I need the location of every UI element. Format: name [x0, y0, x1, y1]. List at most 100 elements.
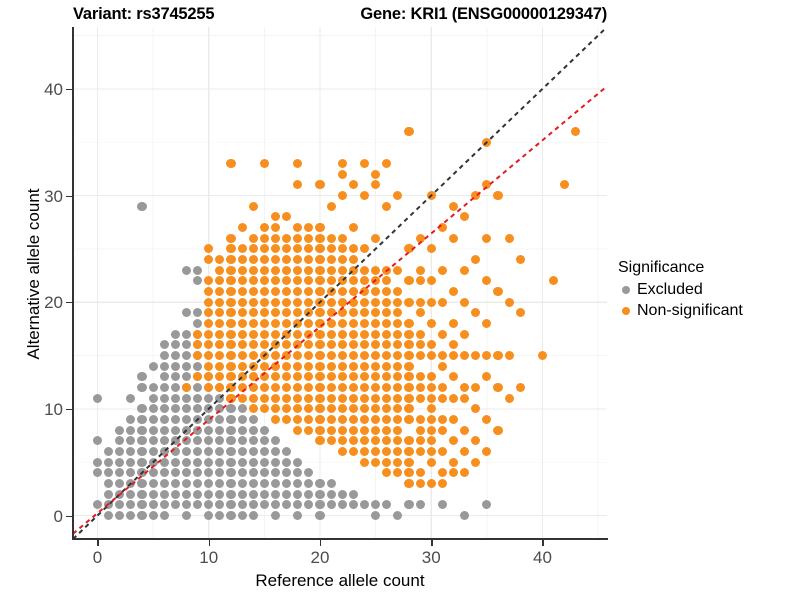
- data-point-non-significant: [404, 126, 414, 137]
- y-tick-mark: [66, 408, 72, 411]
- data-point-excluded: [293, 457, 303, 467]
- data-point-non-significant: [282, 318, 292, 329]
- data-point-non-significant: [371, 361, 381, 371]
- data-point-non-significant: [237, 297, 247, 307]
- data-point-excluded: [92, 457, 103, 467]
- data-point-non-significant: [382, 457, 392, 467]
- data-point-non-significant: [237, 372, 247, 382]
- data-point-non-significant: [337, 308, 347, 318]
- data-point-non-significant: [471, 190, 481, 201]
- data-point-excluded: [148, 414, 158, 425]
- data-point-non-significant: [337, 318, 347, 329]
- data-point-non-significant: [393, 265, 403, 275]
- data-point-excluded: [460, 510, 470, 521]
- data-point-non-significant: [426, 244, 436, 254]
- data-point-non-significant: [359, 340, 370, 350]
- data-point-non-significant: [293, 340, 303, 350]
- data-point-non-significant: [482, 350, 492, 361]
- data-point-non-significant: [371, 340, 381, 350]
- data-point-non-significant: [259, 340, 269, 350]
- data-point-non-significant: [348, 276, 358, 286]
- data-point-non-significant: [337, 340, 347, 350]
- reference-line-fit: [73, 85, 607, 535]
- data-point-non-significant: [337, 329, 347, 339]
- data-point-non-significant: [382, 404, 392, 414]
- data-point-non-significant: [270, 297, 281, 307]
- legend-item-non-significant[interactable]: Non-significant: [618, 300, 796, 321]
- data-point-excluded: [137, 446, 147, 457]
- y-tick-mark: [66, 195, 72, 197]
- data-point-excluded: [104, 478, 114, 489]
- data-point-non-significant: [315, 372, 325, 382]
- data-point-excluded: [326, 478, 336, 489]
- data-point-non-significant: [248, 286, 258, 297]
- data-point-non-significant: [226, 350, 236, 361]
- data-point-non-significant: [448, 201, 459, 211]
- data-point-non-significant: [337, 361, 347, 371]
- data-point-excluded: [226, 436, 236, 446]
- data-point-non-significant: [482, 372, 492, 382]
- data-point-non-significant: [293, 382, 303, 393]
- data-point-non-significant: [460, 329, 470, 339]
- data-point-excluded: [237, 457, 247, 467]
- data-point-excluded: [259, 446, 269, 457]
- data-point-non-significant: [270, 382, 281, 393]
- data-point-non-significant: [371, 446, 381, 457]
- data-point-excluded: [248, 414, 258, 425]
- data-point-non-significant: [270, 329, 281, 339]
- data-point-excluded: [170, 404, 180, 414]
- data-point-non-significant: [215, 254, 225, 265]
- y-tick-label: 40: [44, 79, 63, 99]
- data-point-non-significant: [437, 425, 447, 435]
- data-point-excluded: [193, 500, 203, 510]
- data-point-non-significant: [393, 382, 403, 393]
- data-point-non-significant: [237, 318, 247, 329]
- data-point-non-significant: [337, 446, 347, 457]
- data-point-excluded: [148, 404, 158, 414]
- x-tick-label: 10: [199, 548, 219, 567]
- y-tick-mark: [66, 515, 72, 517]
- data-point-non-significant: [382, 340, 392, 350]
- data-point-non-significant: [382, 468, 392, 478]
- data-point-non-significant: [315, 361, 325, 371]
- data-point-non-significant: [304, 350, 314, 361]
- data-point-excluded: [226, 404, 236, 414]
- data-point-excluded: [215, 436, 225, 446]
- data-point-excluded: [237, 489, 247, 499]
- data-point-non-significant: [404, 276, 414, 286]
- data-point-non-significant: [471, 404, 481, 414]
- data-point-non-significant: [293, 414, 303, 425]
- data-point-excluded: [115, 468, 125, 478]
- variant-title: Variant: rs3745255: [73, 4, 215, 23]
- data-point-non-significant: [404, 468, 414, 478]
- data-point-non-significant: [382, 318, 392, 329]
- data-point-non-significant: [337, 425, 347, 435]
- y-tick-label: 20: [44, 293, 63, 313]
- data-point-excluded: [148, 468, 158, 478]
- data-point-non-significant: [282, 286, 292, 297]
- legend-item-excluded[interactable]: Excluded: [618, 279, 796, 300]
- data-point-excluded: [215, 500, 225, 510]
- data-point-excluded: [382, 500, 392, 510]
- data-point-excluded: [315, 500, 325, 510]
- data-point-excluded: [304, 468, 314, 478]
- data-point-excluded: [248, 457, 258, 467]
- data-point-non-significant: [315, 254, 325, 265]
- data-point-non-significant: [304, 425, 314, 435]
- data-point-excluded: [237, 436, 247, 446]
- data-point-non-significant: [348, 180, 358, 190]
- data-point-non-significant: [293, 297, 303, 307]
- data-point-excluded: [126, 500, 136, 510]
- data-point-non-significant: [448, 286, 459, 297]
- data-point-non-significant: [259, 158, 269, 169]
- data-point-non-significant: [193, 372, 203, 382]
- data-point-excluded: [170, 361, 180, 371]
- data-point-excluded: [259, 489, 269, 499]
- data-point-non-significant: [371, 350, 381, 361]
- data-point-non-significant: [359, 329, 370, 339]
- data-point-non-significant: [326, 308, 336, 318]
- data-point-non-significant: [404, 457, 414, 467]
- data-point-non-significant: [448, 457, 459, 467]
- data-point-excluded: [159, 425, 169, 435]
- data-point-non-significant: [359, 414, 370, 425]
